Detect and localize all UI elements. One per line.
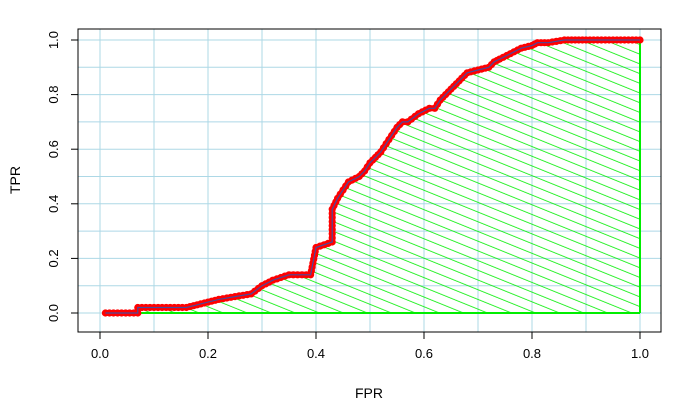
auc-area-edges [105,40,641,314]
x-axis: 0.0 0.2 0.4 0.6 0.8 1.0 [91,331,649,361]
y-tick-label: 1.0 [46,31,61,49]
roc-curve-core [105,39,640,314]
y-tick-label: 0.4 [46,195,61,213]
x-tick-label: 0.0 [91,346,109,361]
y-tick-label: 0.0 [46,304,61,322]
y-tick-label: 0.8 [46,86,61,104]
x-tick-label: 0.6 [415,346,433,361]
x-tick-label: 1.0 [631,346,649,361]
y-axis: 0.0 0.2 0.4 0.6 0.8 1.0 [46,31,79,322]
x-tick-label: 0.8 [523,346,541,361]
x-axis-title: FPR [355,385,383,401]
x-tick-label: 0.2 [199,346,217,361]
y-tick-label: 0.2 [46,249,61,267]
auc-hatched-area [105,40,640,313]
y-tick-label: 0.6 [46,140,61,158]
x-tick-label: 0.4 [307,346,325,361]
y-axis-title: TPR [7,166,23,194]
roc-points [101,36,644,317]
